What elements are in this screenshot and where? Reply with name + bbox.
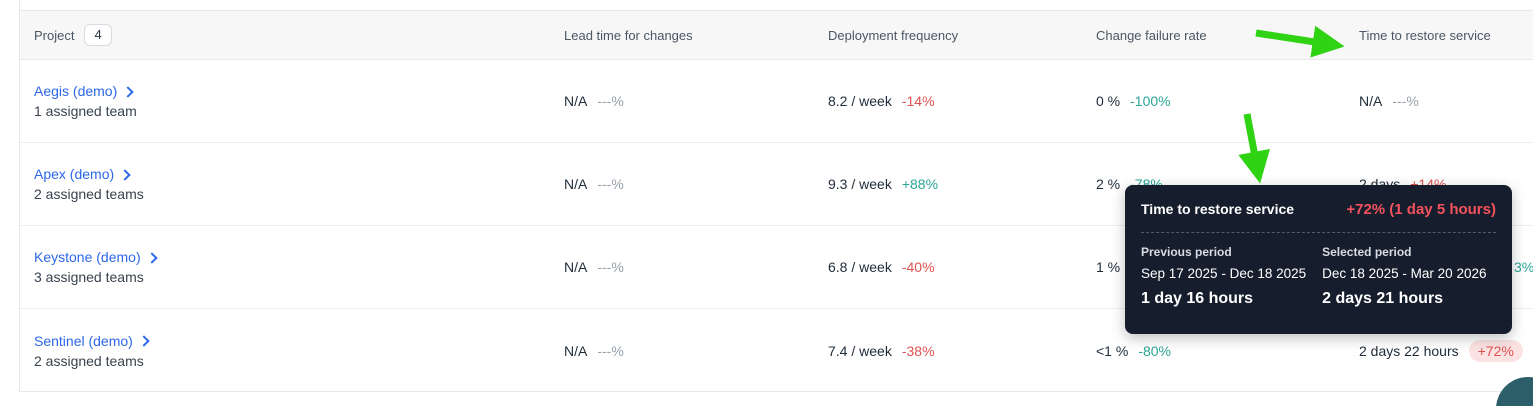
metric-value: N/A bbox=[564, 176, 588, 192]
metric-value: N/A bbox=[564, 259, 588, 275]
table-row: Keystone (demo) 3 assigned teams N/A ---… bbox=[20, 226, 1533, 309]
time-to-restore-cell[interactable]: 2 days 22 hours +72% bbox=[1359, 309, 1523, 392]
tooltip-body: Previous period Sep 17 2025 - Dec 18 202… bbox=[1141, 233, 1496, 308]
tooltip-previous-period: Previous period Sep 17 2025 - Dec 18 202… bbox=[1141, 245, 1306, 308]
table-row: Aegis (demo) 1 assigned team N/A ---% 8.… bbox=[20, 60, 1533, 143]
project-link[interactable]: Sentinel (demo) bbox=[34, 332, 150, 349]
metric-delta-badge: +72% bbox=[1468, 339, 1523, 362]
table-row: Apex (demo) 2 assigned teams N/A ---% 9.… bbox=[20, 143, 1533, 226]
chevron-right-icon bbox=[145, 251, 158, 264]
metric-delta: -40% bbox=[901, 259, 935, 275]
metric-value: 1 % bbox=[1096, 259, 1121, 275]
deployment-frequency-cell: 8.2 / week -14% bbox=[828, 60, 935, 142]
project-name: Apex (demo) bbox=[34, 166, 115, 182]
metric-delta: ---% bbox=[1392, 93, 1419, 109]
assigned-teams-label: 1 assigned team bbox=[34, 103, 137, 119]
selected-period-label: Selected period bbox=[1322, 245, 1412, 259]
previous-period-value: 1 day 16 hours bbox=[1141, 290, 1254, 307]
assigned-teams-label: 2 assigned teams bbox=[34, 186, 144, 202]
selected-period-value: 2 days 21 hours bbox=[1322, 290, 1444, 307]
metric-value: 8.2 / week bbox=[828, 93, 892, 109]
metric-value: <1 % bbox=[1096, 342, 1129, 359]
project-cell: Aegis (demo) 1 assigned team bbox=[34, 60, 137, 142]
table-row: Sentinel (demo) 2 assigned teams N/A ---… bbox=[20, 309, 1533, 392]
metric-delta: 3% bbox=[1514, 259, 1533, 275]
project-name: Keystone (demo) bbox=[34, 249, 141, 265]
metric-delta: ---% bbox=[597, 259, 624, 275]
chevron-right-icon bbox=[119, 168, 131, 181]
lead-time-cell: N/A ---% bbox=[564, 143, 624, 225]
change-failure-rate-cell: <1 % -80% bbox=[1096, 309, 1171, 392]
column-header-time-to-restore: Time to restore service bbox=[1359, 27, 1491, 43]
column-header-project: Project 4 bbox=[34, 11, 112, 59]
selected-period-range: Dec 18 2025 - Mar 20 2026 bbox=[1322, 266, 1487, 281]
metric-value: 7.4 / week bbox=[828, 342, 892, 359]
tooltip-selected-period: Selected period Dec 18 2025 - Mar 20 202… bbox=[1322, 245, 1486, 308]
metric-value: N/A bbox=[564, 342, 588, 359]
change-failure-rate-cell: 0 % -100% bbox=[1096, 60, 1171, 142]
project-cell: Apex (demo) 2 assigned teams bbox=[34, 143, 144, 225]
lead-time-cell: N/A ---% bbox=[564, 60, 624, 142]
metric-delta: ---% bbox=[597, 176, 624, 192]
deployment-frequency-cell: 6.8 / week -40% bbox=[828, 226, 935, 308]
previous-period-label: Previous period bbox=[1141, 245, 1232, 259]
tooltip-header: Time to restore service +72% (1 day 5 ho… bbox=[1141, 201, 1496, 233]
tooltip-title: Time to restore service bbox=[1141, 201, 1295, 217]
metric-delta: -100% bbox=[1130, 93, 1171, 109]
column-header-change-failure-rate: Change failure rate bbox=[1096, 27, 1207, 43]
metric-value: N/A bbox=[1359, 93, 1383, 109]
change-failure-rate-cell: 1 % bbox=[1096, 226, 1120, 308]
project-link[interactable]: Keystone (demo) bbox=[34, 249, 158, 265]
metric-value: 0 % bbox=[1096, 93, 1121, 109]
project-cell: Sentinel (demo) 2 assigned teams bbox=[34, 309, 150, 392]
column-header-deployment-frequency: Deployment frequency bbox=[828, 27, 959, 43]
project-cell: Keystone (demo) 3 assigned teams bbox=[34, 226, 158, 308]
project-label: Project bbox=[34, 27, 75, 43]
project-link[interactable]: Apex (demo) bbox=[34, 166, 131, 182]
table-header-row: Project 4 Lead time for changes Deployme… bbox=[20, 10, 1533, 60]
metric-delta: -38% bbox=[901, 342, 935, 359]
metric-delta: -14% bbox=[901, 93, 935, 109]
time-to-restore-cell: 3% bbox=[1514, 226, 1533, 308]
deployment-frequency-cell: 9.3 / week +88% bbox=[828, 143, 938, 225]
lead-time-cell: N/A ---% bbox=[564, 226, 624, 308]
metric-delta: ---% bbox=[597, 93, 624, 109]
tooltip-delta: +72% (1 day 5 hours) bbox=[1346, 201, 1496, 218]
time-to-restore-cell: N/A ---% bbox=[1359, 60, 1419, 142]
metric-delta: -80% bbox=[1138, 342, 1171, 359]
assigned-teams-label: 2 assigned teams bbox=[34, 352, 144, 369]
column-header-lead-time: Lead time for changes bbox=[564, 27, 693, 43]
assigned-teams-label: 3 assigned teams bbox=[34, 269, 144, 285]
chevron-right-icon bbox=[138, 335, 150, 347]
chevron-right-icon bbox=[122, 85, 134, 98]
project-link[interactable]: Aegis (demo) bbox=[34, 83, 134, 99]
metric-tooltip: Time to restore service +72% (1 day 5 ho… bbox=[1125, 185, 1512, 334]
metric-value: 6.8 / week bbox=[828, 259, 892, 275]
metric-value: 2 % bbox=[1096, 176, 1121, 192]
project-name: Sentinel (demo) bbox=[34, 332, 133, 349]
deployment-frequency-cell: 7.4 / week -38% bbox=[828, 309, 935, 392]
metric-delta: +88% bbox=[901, 176, 939, 192]
metric-value: 9.3 / week bbox=[828, 176, 892, 192]
project-count-badge: 4 bbox=[84, 24, 112, 46]
project-name: Aegis (demo) bbox=[34, 83, 118, 99]
metric-value: 2 days 22 hours bbox=[1359, 342, 1459, 359]
metric-delta: ---% bbox=[597, 342, 624, 359]
lead-time-cell: N/A ---% bbox=[564, 309, 624, 392]
metric-value: N/A bbox=[564, 93, 588, 109]
previous-period-range: Sep 17 2025 - Dec 18 2025 bbox=[1141, 266, 1307, 281]
